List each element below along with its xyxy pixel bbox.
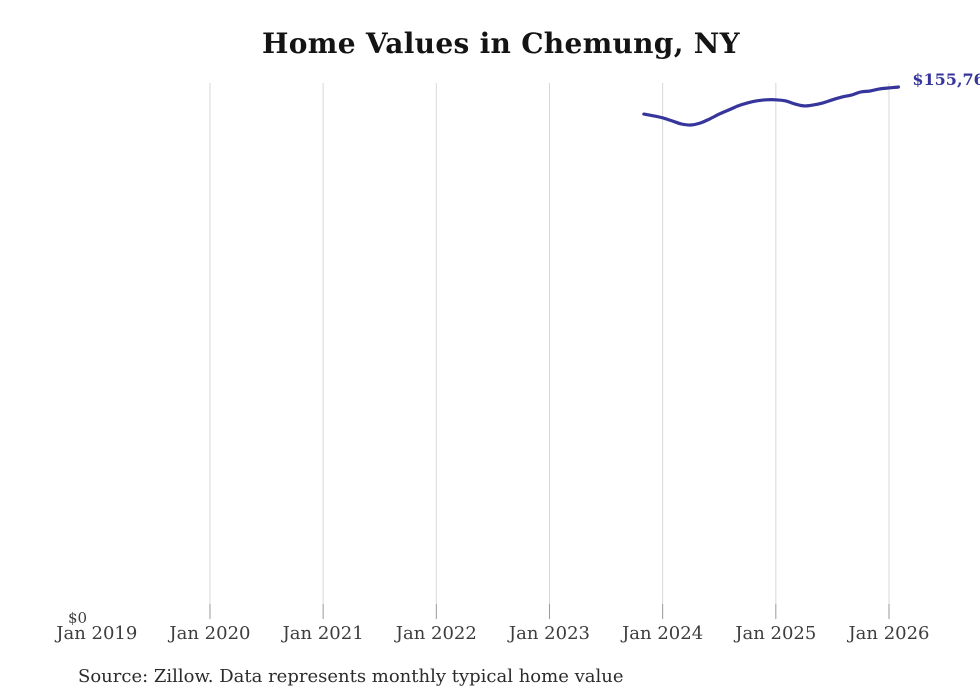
- x-axis-label: Jan 2019: [56, 623, 138, 644]
- x-axis-label: Jan 2021: [282, 623, 364, 644]
- chart-title: Home Values in Chemung, NY: [262, 27, 740, 60]
- y-axis-label-zero: $0: [68, 609, 88, 627]
- home-value-line: [642, 85, 900, 127]
- source-note: Source: Zillow. Data represents monthly …: [78, 666, 624, 687]
- x-axis-label: Jan 2026: [848, 623, 930, 644]
- x-axis-label: Jan 2025: [735, 623, 817, 644]
- x-axis-label: Jan 2024: [622, 623, 704, 644]
- x-axis-label: Jan 2023: [508, 623, 590, 644]
- x-axis-label: Jan 2022: [395, 623, 477, 644]
- last-value-label: $155,766: [912, 70, 980, 89]
- x-axis-label: Jan 2020: [169, 623, 251, 644]
